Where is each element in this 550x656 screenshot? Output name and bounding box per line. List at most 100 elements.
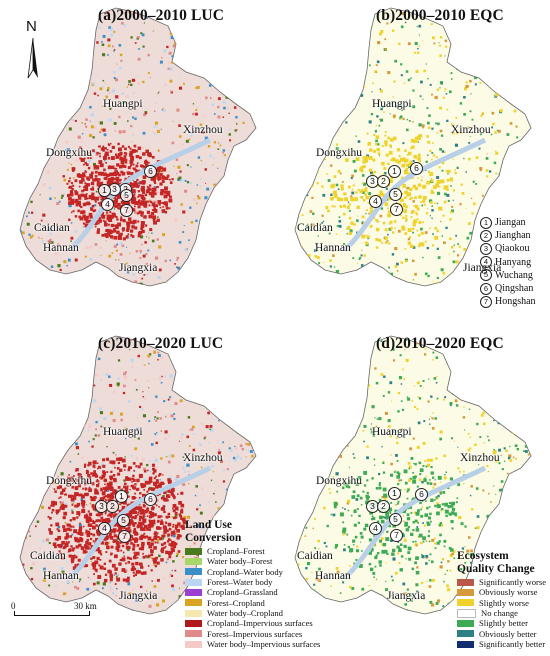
raster-speck — [61, 540, 65, 545]
raster-speck — [158, 268, 162, 272]
raster-speck — [222, 116, 225, 118]
raster-speck — [149, 512, 154, 516]
raster-speck — [138, 199, 141, 203]
raster-speck — [121, 161, 124, 164]
raster-speck — [223, 88, 227, 91]
raster-speck — [81, 408, 85, 411]
raster-speck — [79, 532, 84, 536]
raster-speck — [348, 216, 352, 220]
raster-speck — [239, 403, 243, 406]
raster-speck — [91, 445, 94, 448]
raster-speck — [320, 247, 323, 250]
raster-speck — [131, 221, 135, 225]
raster-speck — [116, 163, 120, 167]
land-use-conversion-legend: Land Use Conversion Cropland–Forest Water… — [185, 519, 320, 649]
raster-speck — [117, 486, 121, 489]
raster-speck — [423, 69, 426, 73]
raster-speck — [254, 227, 256, 229]
raster-speck — [222, 441, 225, 444]
raster-speck — [249, 361, 251, 363]
raster-speck — [520, 40, 523, 43]
raster-speck — [251, 30, 254, 33]
raster-speck — [28, 153, 31, 155]
raster-speck — [397, 229, 401, 233]
raster-speck — [70, 211, 73, 214]
raster-speck — [248, 68, 250, 70]
raster-speck — [214, 237, 216, 239]
raster-speck — [214, 259, 217, 261]
raster-speck — [211, 406, 214, 409]
raster-speck — [330, 196, 334, 201]
raster-speck — [380, 29, 384, 34]
raster-speck — [503, 8, 507, 11]
raster-speck — [291, 410, 293, 412]
raster-speck — [442, 283, 445, 286]
raster-speck — [81, 477, 84, 480]
raster-speck — [443, 241, 446, 245]
raster-speck — [156, 417, 159, 420]
raster-speck — [146, 541, 151, 545]
raster-speck — [426, 135, 429, 138]
raster-speck — [214, 263, 217, 266]
raster-speck — [161, 175, 166, 180]
raster-speck — [377, 41, 381, 45]
panel-b-eqc-2000-2010: (b)2000–2010 EQC Huangpi Xinzhou Dongxih… — [275, 0, 550, 328]
raster-speck — [136, 427, 139, 431]
raster-speck — [532, 88, 533, 89]
raster-speck — [195, 523, 199, 527]
raster-speck — [157, 474, 161, 477]
raster-speck — [52, 422, 56, 426]
raster-speck — [47, 374, 50, 377]
raster-speck — [74, 119, 77, 122]
raster-speck — [316, 256, 320, 260]
raster-speck — [132, 486, 137, 490]
raster-speck — [142, 131, 146, 135]
raster-speck — [156, 218, 160, 222]
raster-speck — [117, 142, 120, 146]
raster-speck — [185, 139, 189, 143]
raster-speck — [234, 208, 236, 210]
raster-speck — [25, 367, 29, 371]
raster-speck — [398, 562, 401, 565]
raster-speck — [136, 556, 139, 559]
raster-speck — [128, 80, 131, 83]
raster-speck — [140, 528, 143, 530]
raster-speck — [449, 177, 454, 181]
raster-speck — [73, 376, 76, 379]
raster-speck — [448, 253, 450, 255]
raster-speck — [210, 428, 214, 432]
raster-speck — [114, 78, 119, 82]
raster-speck — [474, 83, 477, 86]
raster-speck — [45, 111, 48, 114]
raster-speck — [214, 402, 216, 405]
raster-speck — [83, 383, 86, 386]
raster-speck — [371, 405, 375, 409]
raster-speck — [50, 241, 54, 244]
raster-speck — [199, 443, 202, 447]
raster-speck — [326, 173, 328, 175]
raster-speck — [113, 49, 116, 51]
raster-speck — [316, 65, 319, 68]
raster-speck — [380, 594, 382, 596]
raster-speck — [81, 23, 83, 25]
raster-speck — [386, 22, 389, 25]
raster-speck — [239, 248, 243, 252]
raster-speck — [101, 430, 104, 432]
raster-speck — [492, 205, 495, 208]
raster-speck — [239, 404, 243, 407]
raster-speck — [111, 563, 116, 568]
raster-speck — [328, 124, 332, 128]
raster-speck — [344, 508, 346, 511]
raster-speck — [78, 425, 82, 428]
raster-speck — [243, 268, 246, 271]
raster-speck — [129, 349, 131, 351]
raster-speck — [70, 545, 73, 548]
yangtze-river — [68, 465, 212, 580]
raster-speck — [132, 462, 136, 465]
raster-speck — [139, 462, 143, 466]
raster-speck — [74, 486, 79, 491]
raster-speck — [137, 205, 141, 209]
raster-speck — [497, 408, 501, 412]
raster-speck — [444, 473, 446, 476]
raster-speck — [89, 215, 93, 219]
